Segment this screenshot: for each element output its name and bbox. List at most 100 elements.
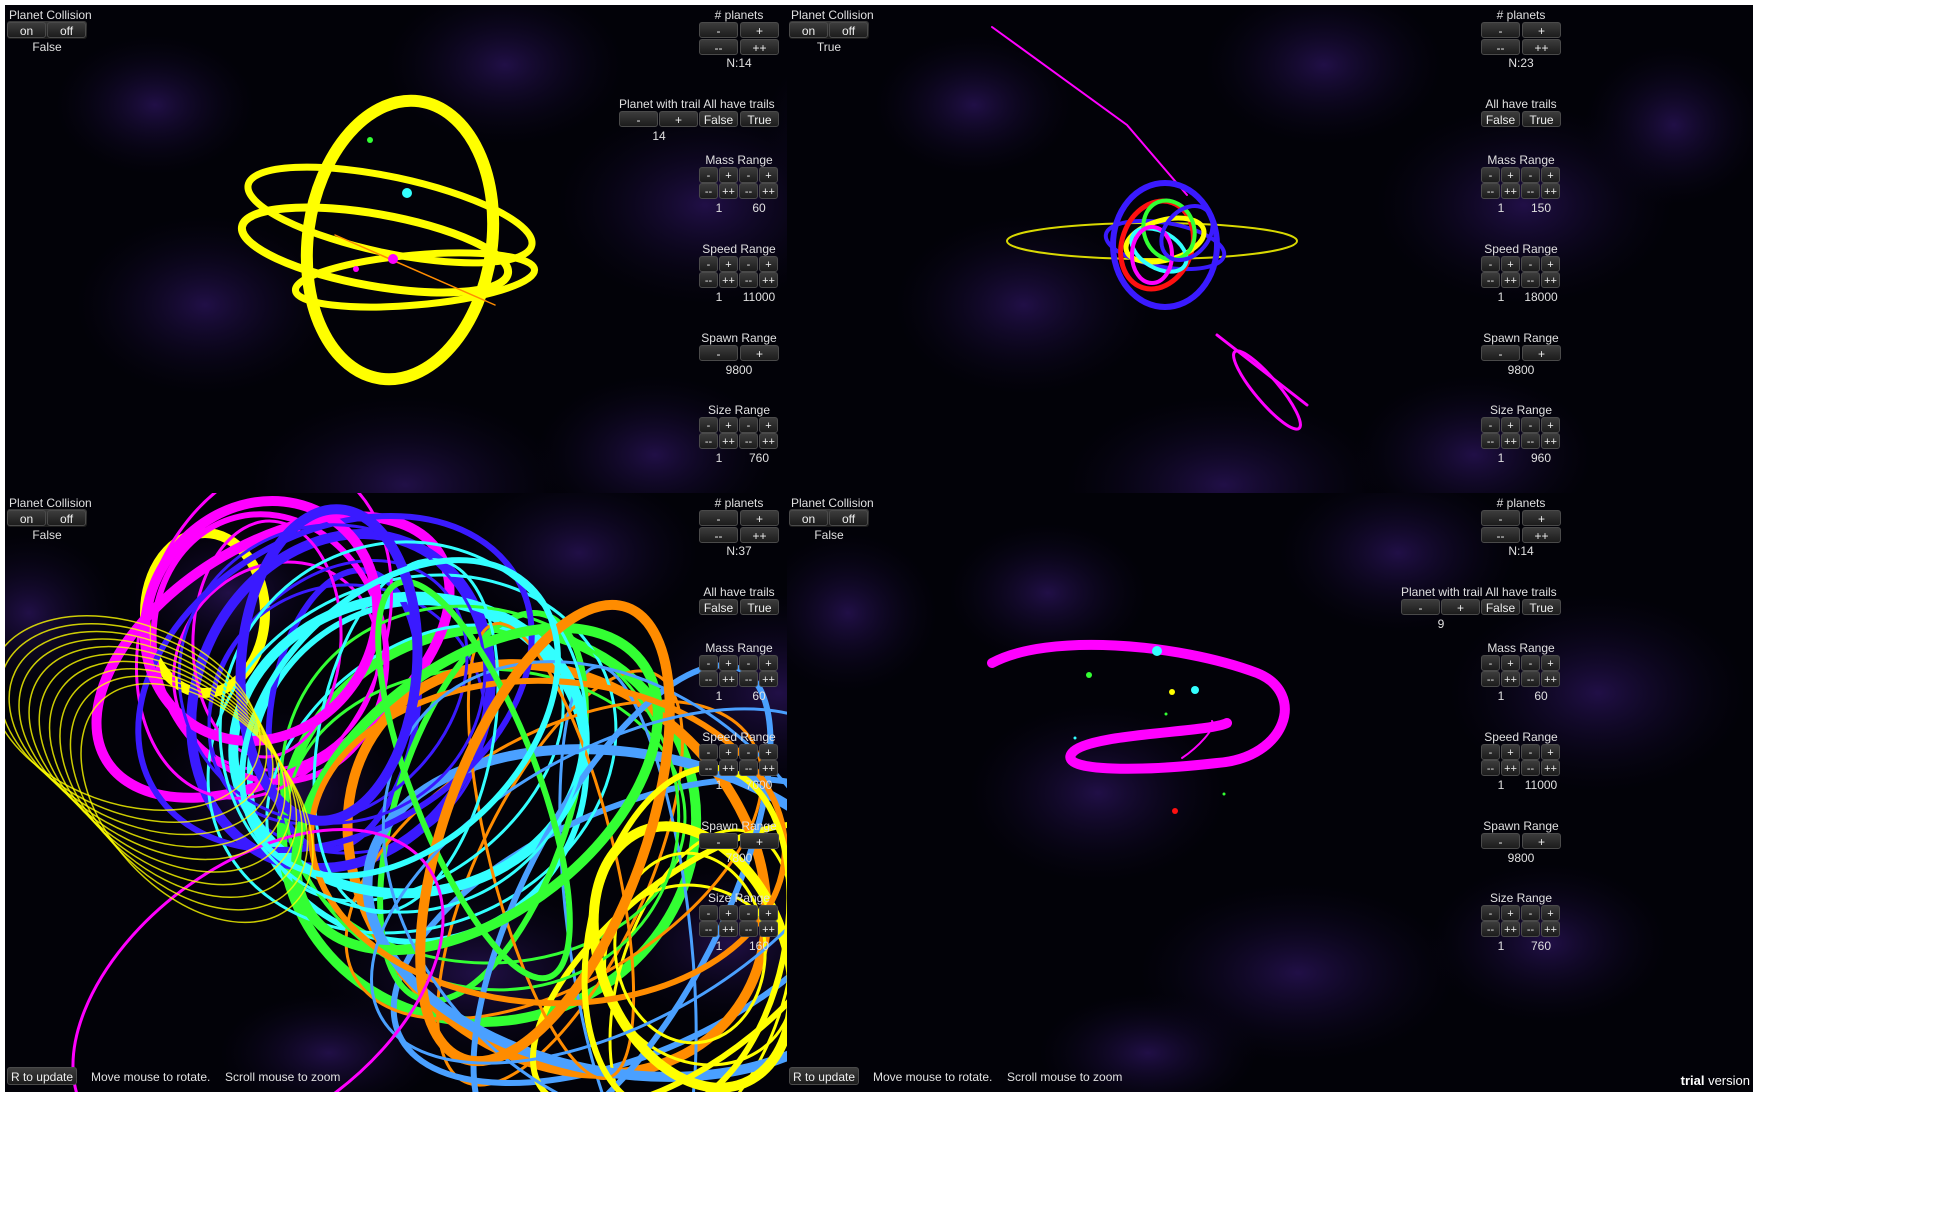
update-button[interactable]: R to update xyxy=(7,1067,77,1085)
size-range-min-plus-button[interactable]: + xyxy=(719,905,738,921)
speed-range-min-plus-button[interactable]: + xyxy=(1501,744,1520,760)
planets-plus-more-button[interactable]: ++ xyxy=(740,39,779,55)
mass-range-max-plus-button[interactable]: + xyxy=(759,167,778,183)
size-range-min-plus-button[interactable]: + xyxy=(1501,417,1520,433)
mass-range-max-minus-button[interactable]: - xyxy=(1521,167,1540,183)
speed-range-min-minus-more-button[interactable]: -- xyxy=(699,272,718,288)
mass-range-max-minus-button[interactable]: - xyxy=(1521,655,1540,671)
mass-range-min-plus-more-button[interactable]: ++ xyxy=(1501,671,1520,687)
spawn-minus-button[interactable]: - xyxy=(699,345,738,361)
spawn-plus-button[interactable]: + xyxy=(1522,833,1561,849)
mass-range-min-minus-more-button[interactable]: -- xyxy=(699,183,718,199)
update-button[interactable]: R to update xyxy=(789,1067,859,1085)
trail-plus-button[interactable]: + xyxy=(659,111,698,127)
size-range-min-plus-button[interactable]: + xyxy=(719,417,738,433)
planets-plus-button[interactable]: + xyxy=(740,22,779,38)
size-range-min-minus-more-button[interactable]: -- xyxy=(699,433,718,449)
size-range-max-minus-more-button[interactable]: -- xyxy=(739,921,758,937)
size-range-max-plus-more-button[interactable]: ++ xyxy=(1541,921,1560,937)
size-range-max-plus-button[interactable]: + xyxy=(759,417,778,433)
simulation-panel-bottom-right[interactable]: Planet Collision on off False # planets … xyxy=(787,493,1753,1092)
size-range-max-minus-button[interactable]: - xyxy=(1521,905,1540,921)
size-range-min-minus-more-button[interactable]: -- xyxy=(699,921,718,937)
trail-plus-button[interactable]: + xyxy=(1441,599,1480,615)
speed-range-max-plus-button[interactable]: + xyxy=(1541,256,1560,272)
collision-on-button[interactable]: on xyxy=(789,510,828,526)
planets-plus-button[interactable]: + xyxy=(1522,22,1561,38)
planets-plus-button[interactable]: + xyxy=(1522,510,1561,526)
speed-range-min-minus-more-button[interactable]: -- xyxy=(1481,272,1500,288)
size-range-max-minus-button[interactable]: - xyxy=(1521,417,1540,433)
speed-range-min-plus-more-button[interactable]: ++ xyxy=(719,272,738,288)
speed-range-max-minus-more-button[interactable]: -- xyxy=(1521,760,1540,776)
all-trails-true-button[interactable]: True xyxy=(1522,599,1561,615)
speed-range-max-minus-button[interactable]: - xyxy=(739,256,758,272)
speed-range-min-plus-button[interactable]: + xyxy=(719,256,738,272)
size-range-min-plus-more-button[interactable]: ++ xyxy=(719,921,738,937)
spawn-plus-button[interactable]: + xyxy=(740,833,779,849)
speed-range-max-minus-more-button[interactable]: -- xyxy=(739,760,758,776)
speed-range-max-plus-more-button[interactable]: ++ xyxy=(1541,760,1560,776)
size-range-max-plus-more-button[interactable]: ++ xyxy=(1541,433,1560,449)
size-range-max-minus-more-button[interactable]: -- xyxy=(1521,921,1540,937)
size-range-max-minus-button[interactable]: - xyxy=(739,905,758,921)
speed-range-min-plus-button[interactable]: + xyxy=(1501,256,1520,272)
collision-off-button[interactable]: off xyxy=(829,510,868,526)
mass-range-max-minus-more-button[interactable]: -- xyxy=(739,671,758,687)
planets-minus-more-button[interactable]: -- xyxy=(699,527,738,543)
mass-range-max-plus-button[interactable]: + xyxy=(1541,167,1560,183)
spawn-plus-button[interactable]: + xyxy=(740,345,779,361)
speed-range-max-minus-button[interactable]: - xyxy=(1521,256,1540,272)
mass-range-min-minus-more-button[interactable]: -- xyxy=(1481,671,1500,687)
mass-range-max-plus-more-button[interactable]: ++ xyxy=(1541,183,1560,199)
collision-off-button[interactable]: off xyxy=(829,22,868,38)
size-range-min-minus-button[interactable]: - xyxy=(699,905,718,921)
mass-range-max-minus-button[interactable]: - xyxy=(739,167,758,183)
size-range-max-plus-more-button[interactable]: ++ xyxy=(759,433,778,449)
speed-range-max-minus-button[interactable]: - xyxy=(739,744,758,760)
speed-range-min-minus-button[interactable]: - xyxy=(1481,256,1500,272)
planets-minus-button[interactable]: - xyxy=(699,22,738,38)
mass-range-max-minus-more-button[interactable]: -- xyxy=(1521,671,1540,687)
size-range-max-plus-more-button[interactable]: ++ xyxy=(759,921,778,937)
collision-on-button[interactable]: on xyxy=(7,22,46,38)
mass-range-max-plus-button[interactable]: + xyxy=(759,655,778,671)
speed-range-min-plus-more-button[interactable]: ++ xyxy=(1501,272,1520,288)
size-range-max-minus-more-button[interactable]: -- xyxy=(739,433,758,449)
size-range-min-plus-button[interactable]: + xyxy=(1501,905,1520,921)
mass-range-min-minus-more-button[interactable]: -- xyxy=(699,671,718,687)
speed-range-max-plus-button[interactable]: + xyxy=(1541,744,1560,760)
size-range-max-minus-more-button[interactable]: -- xyxy=(1521,433,1540,449)
speed-range-max-plus-more-button[interactable]: ++ xyxy=(759,760,778,776)
all-trails-true-button[interactable]: True xyxy=(740,599,779,615)
mass-range-min-plus-more-button[interactable]: ++ xyxy=(1501,183,1520,199)
size-range-min-minus-button[interactable]: - xyxy=(1481,905,1500,921)
trail-minus-button[interactable]: - xyxy=(1401,599,1440,615)
mass-range-min-minus-button[interactable]: - xyxy=(699,167,718,183)
collision-on-button[interactable]: on xyxy=(7,510,46,526)
speed-range-max-plus-more-button[interactable]: ++ xyxy=(1541,272,1560,288)
planets-plus-more-button[interactable]: ++ xyxy=(740,527,779,543)
mass-range-min-plus-button[interactable]: + xyxy=(1501,655,1520,671)
speed-range-min-minus-button[interactable]: - xyxy=(1481,744,1500,760)
mass-range-min-plus-button[interactable]: + xyxy=(1501,167,1520,183)
all-trails-false-button[interactable]: False xyxy=(699,111,738,127)
mass-range-max-plus-button[interactable]: + xyxy=(1541,655,1560,671)
size-range-min-plus-more-button[interactable]: ++ xyxy=(1501,433,1520,449)
speed-range-min-plus-more-button[interactable]: ++ xyxy=(719,760,738,776)
planets-minus-button[interactable]: - xyxy=(699,510,738,526)
planets-plus-button[interactable]: + xyxy=(740,510,779,526)
speed-range-max-minus-more-button[interactable]: -- xyxy=(1521,272,1540,288)
mass-range-max-minus-more-button[interactable]: -- xyxy=(1521,183,1540,199)
mass-range-min-minus-more-button[interactable]: -- xyxy=(1481,183,1500,199)
all-trails-false-button[interactable]: False xyxy=(1481,111,1520,127)
spawn-minus-button[interactable]: - xyxy=(1481,345,1520,361)
size-range-min-minus-more-button[interactable]: -- xyxy=(1481,921,1500,937)
mass-range-min-plus-button[interactable]: + xyxy=(719,655,738,671)
trail-minus-button[interactable]: - xyxy=(619,111,658,127)
size-range-max-plus-button[interactable]: + xyxy=(759,905,778,921)
size-range-min-minus-button[interactable]: - xyxy=(699,417,718,433)
size-range-min-plus-more-button[interactable]: ++ xyxy=(719,433,738,449)
planets-minus-button[interactable]: - xyxy=(1481,22,1520,38)
mass-range-max-plus-more-button[interactable]: ++ xyxy=(759,671,778,687)
